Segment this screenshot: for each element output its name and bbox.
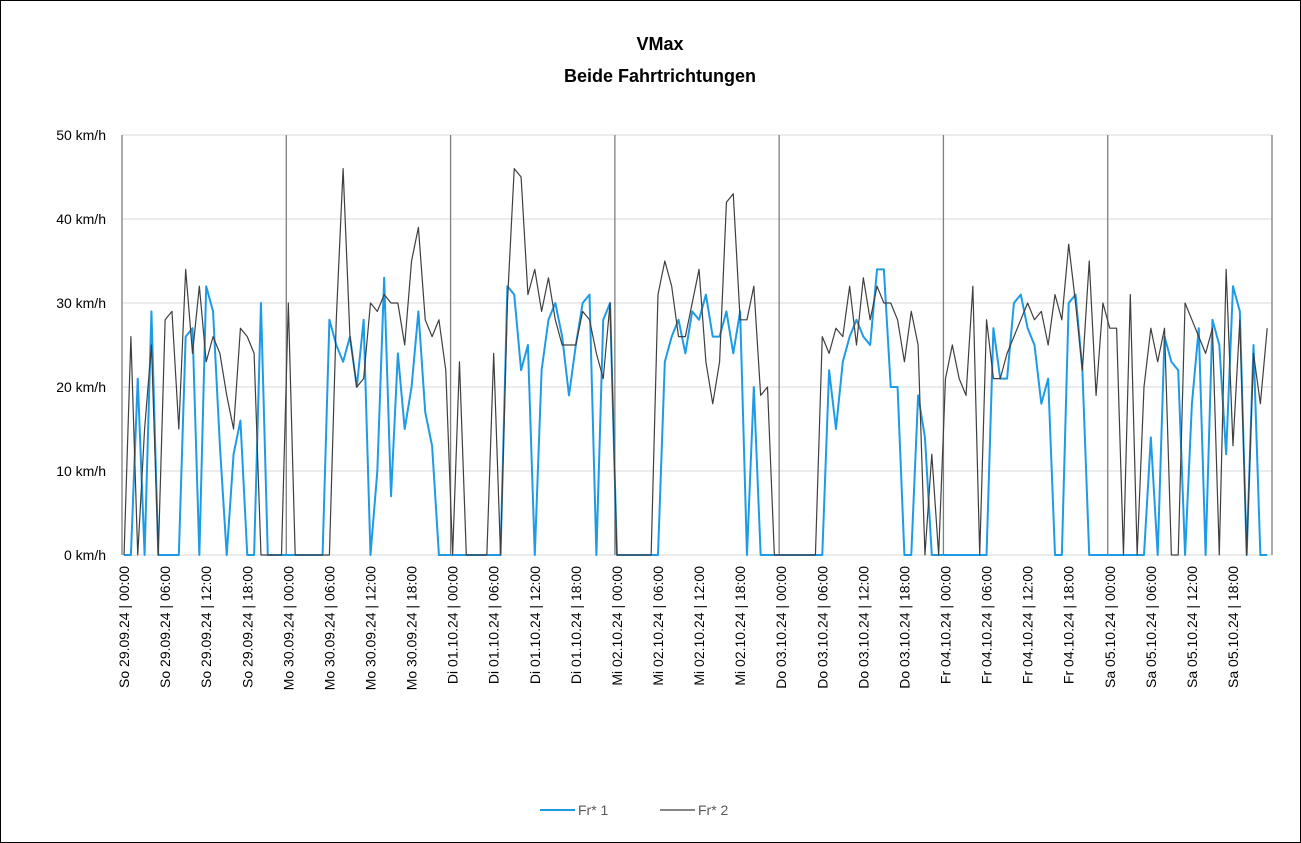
y-tick-label: 30 km/h xyxy=(56,295,106,311)
x-tick-label: Do 03.10.24 | 18:00 xyxy=(896,566,912,689)
x-tick-label: So 29.09.24 | 00:00 xyxy=(116,566,132,688)
legend-label: Fr* 2 xyxy=(698,802,729,818)
x-tick-label: Mi 02.10.24 | 18:00 xyxy=(732,566,748,686)
x-tick-label: So 29.09.24 | 18:00 xyxy=(239,566,255,688)
x-tick-label: Mi 02.10.24 | 06:00 xyxy=(650,566,666,686)
x-tick-label: Di 01.10.24 | 18:00 xyxy=(568,566,584,684)
x-tick-label: So 29.09.24 | 12:00 xyxy=(198,566,214,688)
y-tick-label: 50 km/h xyxy=(56,127,106,143)
x-tick-label: Sa 05.10.24 | 00:00 xyxy=(1102,566,1118,688)
legend-label: Fr* 1 xyxy=(578,802,609,818)
x-tick-label: Sa 05.10.24 | 12:00 xyxy=(1184,566,1200,688)
x-tick-label: Mo 30.09.24 | 00:00 xyxy=(280,566,296,690)
x-tick-label: Di 01.10.24 | 12:00 xyxy=(527,566,543,684)
chart-title: VMax xyxy=(636,34,683,54)
x-tick-label: Mi 02.10.24 | 12:00 xyxy=(691,566,707,686)
x-tick-label: Fr 04.10.24 | 18:00 xyxy=(1061,566,1077,684)
x-tick-label: So 29.09.24 | 06:00 xyxy=(157,566,173,688)
x-tick-label: Fr 04.10.24 | 00:00 xyxy=(937,566,953,684)
y-tick-label: 10 km/h xyxy=(56,463,106,479)
x-tick-label: Sa 05.10.24 | 18:00 xyxy=(1225,566,1241,688)
y-tick-label: 20 km/h xyxy=(56,379,106,395)
chart-subtitle: Beide Fahrtrichtungen xyxy=(564,66,756,86)
x-tick-label: Do 03.10.24 | 06:00 xyxy=(814,566,830,689)
x-tick-label: Mo 30.09.24 | 12:00 xyxy=(362,566,378,690)
x-tick-label: Sa 05.10.24 | 06:00 xyxy=(1143,566,1159,688)
x-tick-label: Fr 04.10.24 | 12:00 xyxy=(1020,566,1036,684)
x-tick-label: Di 01.10.24 | 06:00 xyxy=(486,566,502,684)
y-tick-label: 0 km/h xyxy=(64,547,106,563)
x-tick-label: Mo 30.09.24 | 06:00 xyxy=(321,566,337,690)
x-tick-label: Fr 04.10.24 | 06:00 xyxy=(979,566,995,684)
x-tick-label: Do 03.10.24 | 12:00 xyxy=(855,566,871,689)
x-tick-label: Do 03.10.24 | 00:00 xyxy=(773,566,789,689)
series-line xyxy=(123,168,1268,556)
y-tick-label: 40 km/h xyxy=(56,211,106,227)
x-tick-label: Mi 02.10.24 | 00:00 xyxy=(609,566,625,686)
x-tick-label: Mo 30.09.24 | 18:00 xyxy=(404,566,420,690)
x-tick-label: Di 01.10.24 | 00:00 xyxy=(445,566,461,684)
